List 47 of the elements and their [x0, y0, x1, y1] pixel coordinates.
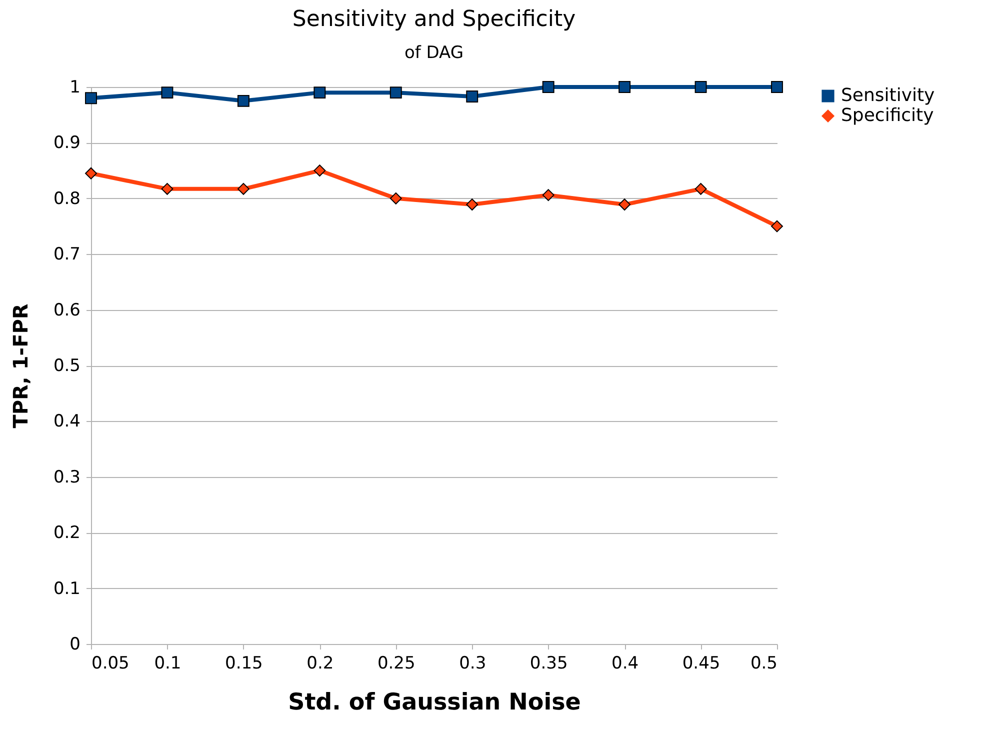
point — [237, 182, 250, 195]
y-tick-label: 0.9 — [53, 133, 80, 154]
y-axis-title: TPR, 1-FPR — [8, 304, 32, 428]
x-tick-label: 0.1 — [154, 654, 182, 674]
point — [771, 81, 783, 93]
y-tick-label: 0 — [70, 634, 80, 654]
x-tick-label: 0.15 — [225, 654, 263, 674]
y-tick-label: 0.5 — [53, 356, 80, 376]
point — [314, 86, 326, 99]
point — [466, 198, 478, 211]
y-tick-label: 0.2 — [53, 523, 80, 544]
x-tick-label: 0.2 — [306, 654, 334, 674]
point — [390, 192, 402, 204]
point — [542, 189, 554, 202]
point — [694, 81, 707, 93]
point — [771, 220, 783, 232]
x-tick-label: 0.05 — [92, 654, 130, 674]
chart-subtitle: of DAG — [404, 43, 464, 63]
point — [85, 92, 97, 104]
legend-label: Sensitivity — [841, 85, 936, 106]
x-tick-label: 0.5 — [750, 654, 778, 674]
x-tick-label: 0.45 — [682, 654, 720, 674]
point — [390, 86, 402, 99]
y-tick-label: 0.7 — [53, 244, 80, 265]
y-tick-label: 0.8 — [53, 188, 80, 209]
point — [85, 167, 97, 180]
y-tick-label: 0.4 — [53, 412, 80, 432]
x-tick-label: 0.35 — [530, 654, 568, 674]
chart-title: Sensitivity and Specificity — [292, 7, 576, 32]
point — [161, 182, 174, 195]
point — [542, 81, 554, 93]
x-tick-label: 0.3 — [459, 654, 486, 674]
x-tick-label: 0.4 — [612, 654, 639, 674]
x-tick-label: 0.25 — [377, 654, 416, 674]
point — [618, 81, 631, 93]
point — [618, 198, 631, 211]
point — [237, 94, 250, 107]
y-tick-label: 0.3 — [53, 467, 80, 488]
legend-label: Specificity — [841, 105, 934, 126]
x-axis-title: Std. of Gaussian Noise — [288, 690, 581, 716]
point — [314, 164, 326, 177]
y-tick-label: 1 — [70, 78, 80, 98]
y-tick-label: 0.1 — [53, 578, 80, 599]
point — [466, 90, 478, 102]
y-tick-label: 0.6 — [53, 300, 80, 320]
point — [161, 86, 174, 99]
point — [694, 182, 707, 195]
